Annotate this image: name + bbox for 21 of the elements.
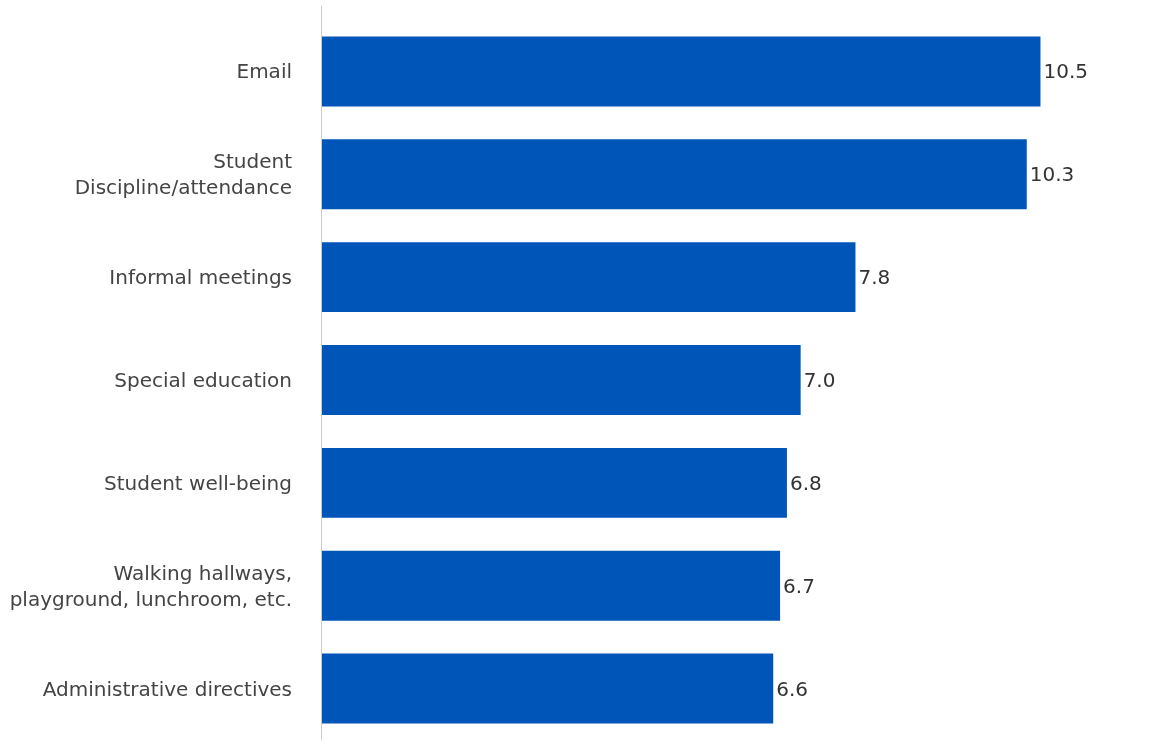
data-label: 6.6 <box>776 676 809 701</box>
y-tick-label: Student well-being <box>103 470 292 495</box>
bar <box>321 345 801 415</box>
data-label: 7.8 <box>858 265 891 290</box>
y-tick-label: Administrative directives <box>42 676 292 701</box>
data-label: 10.5 <box>1043 59 1088 84</box>
bar <box>321 242 856 313</box>
bar <box>321 653 774 724</box>
bar <box>321 550 781 621</box>
y-tick-label: Walking hallways, playground, lunchroom, etc. <box>9 560 292 611</box>
data-label: 6.7 <box>783 573 815 598</box>
y-tick-label: Email <box>236 59 292 84</box>
data-label: 7.0 <box>803 368 836 392</box>
y-tick-label: Informal meetings <box>109 265 292 290</box>
y-tick-label: Special education <box>114 368 292 392</box>
data-label: 6.8 <box>789 470 822 495</box>
y-tick-label: Student Discipline/attendance <box>74 149 293 200</box>
bar <box>321 139 1027 210</box>
bar <box>321 447 787 518</box>
bar <box>321 36 1041 107</box>
data-label: 10.3 <box>1029 162 1075 187</box>
